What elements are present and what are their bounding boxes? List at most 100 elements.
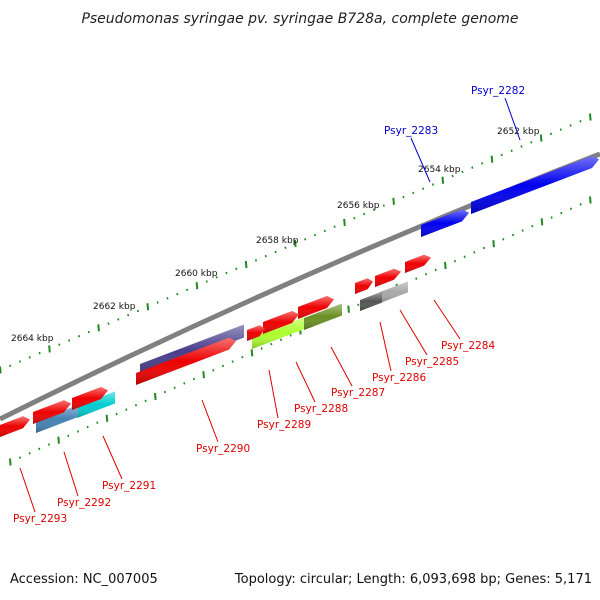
gene-arrow[interactable] [33,400,71,424]
tick-mark [241,355,244,359]
tick-mark [9,364,12,368]
tick-mark [57,436,60,444]
feature-block [252,317,304,349]
tick-mark [235,267,238,271]
gene-arrow[interactable] [355,278,373,294]
feature-block [380,281,408,303]
leader-line [201,399,219,443]
leader-line [63,451,79,497]
tick-mark [86,425,89,429]
leader-line [268,369,279,419]
leader-line [410,137,431,183]
leader-line [330,346,353,387]
tick-mark [154,392,157,401]
gene-arrow[interactable] [263,310,299,334]
gene-label[interactable]: Psyr_2293 [13,513,67,525]
tick-mark [530,141,533,144]
tick-mark [502,238,505,241]
tick-mark [500,153,503,157]
tick-mark [18,456,22,459]
gene-label[interactable]: Psyr_2291 [102,480,156,492]
gene-label[interactable]: Psyr_2282 [471,85,525,97]
tick-label: 2664 kbp [11,334,54,344]
gene-arrow[interactable] [298,295,334,319]
tick-mark [68,339,71,342]
gene-label[interactable]: Psyr_2288 [294,403,348,415]
tick-mark [125,408,128,411]
tick-mark [482,246,486,250]
gene-label[interactable]: Psyr_2284 [441,340,495,352]
gene-label[interactable]: Psyr_2287 [331,387,385,399]
leader-line [19,467,36,513]
gene-arrow[interactable] [72,386,108,410]
tick-mark [166,297,169,300]
tick-mark [274,250,277,254]
tick-mark [424,273,428,276]
tick-mark [192,377,196,381]
leader-line [379,321,392,372]
tick-label: 2654 kbp [418,165,461,175]
tick-mark [279,338,283,341]
tick-mark [463,255,466,258]
feature-block [360,291,382,311]
tick-mark [511,233,515,237]
tick-mark [96,421,99,424]
gene-labels[interactable]: Psyr_2282 Psyr_2283 Psyr_2284 Psyr_2285 Psyr… [13,85,525,525]
tick-mark [0,366,2,374]
gene-arrow[interactable] [421,209,469,237]
gene-arrow[interactable] [247,325,265,341]
tick-mark [38,351,41,355]
tick-mark [471,166,474,169]
gene-label[interactable]: Psyr_2289 [257,419,311,431]
tick-mark [67,434,70,438]
tick-mark [481,162,484,165]
tick-mark [250,349,254,357]
gene-arrow[interactable] [375,268,401,287]
tick-mark [520,145,523,148]
tick-mark [186,288,189,292]
tick-mark [127,313,130,317]
tick-mark [225,271,228,275]
accession-text: Accession: NC_007005 [10,572,158,587]
tick-mark [441,176,445,184]
gene-arrow[interactable] [405,254,431,273]
tick-mark [412,191,415,195]
gene-arrow[interactable] [0,416,30,437]
gene-label[interactable]: Psyr_2292 [57,497,111,509]
tick-mark [231,360,234,363]
tick-mark [569,207,573,210]
gene-arrow[interactable] [471,156,599,214]
tick-mark [48,345,51,353]
tick-mark [382,204,385,207]
tick-mark [343,218,346,227]
tick-mark [195,282,199,290]
tick-mark [540,218,544,226]
tick-mark [353,216,356,220]
tick-mark [434,268,437,272]
tick-mark [431,183,435,186]
tick-mark [254,259,258,262]
gene-label[interactable]: Psyr_2290 [196,443,250,455]
tick-mark [47,443,51,446]
gene-label[interactable]: Psyr_2285 [405,356,459,368]
gene-arrows[interactable] [0,156,599,437]
tick-mark [392,197,395,205]
tick-mark [244,260,248,269]
gene-label[interactable]: Psyr_2286 [372,372,426,384]
tick-mark [492,240,495,248]
tick-mark [560,211,563,215]
gene-label[interactable]: Psyr_2283 [384,125,438,137]
tick-mark [221,364,225,368]
tick-mark [531,224,534,228]
feature-blocks [36,281,408,433]
tick-mark [146,303,150,311]
tick-mark [58,343,61,346]
tick-mark [304,238,307,241]
feature-block [304,303,342,330]
gene-arrow[interactable] [136,337,236,385]
tick-mark [202,371,205,379]
tick-mark [422,187,425,190]
feature-block [36,405,78,433]
tick-mark [402,195,405,199]
